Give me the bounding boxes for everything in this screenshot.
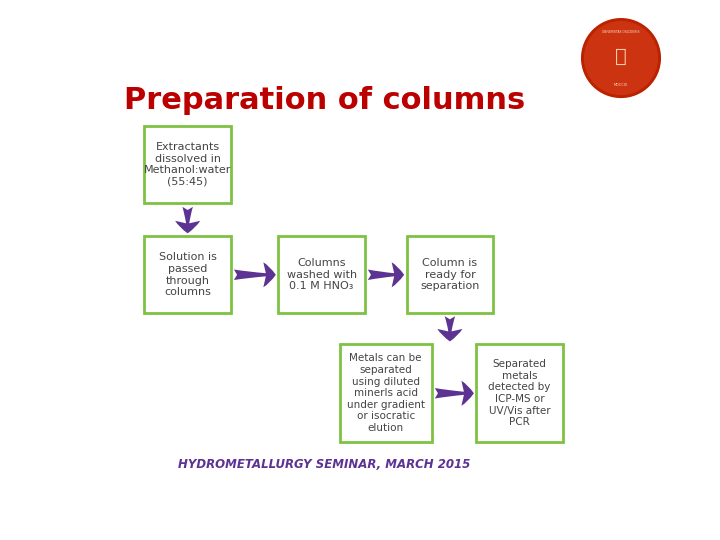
Text: UNIVERSITAS OSLOENSIS: UNIVERSITAS OSLOENSIS <box>602 30 640 35</box>
Text: Column is
ready for
separation: Column is ready for separation <box>420 258 480 292</box>
FancyBboxPatch shape <box>279 237 365 313</box>
Circle shape <box>585 22 657 94</box>
FancyBboxPatch shape <box>145 126 231 203</box>
Text: Solution is
passed
through
columns: Solution is passed through columns <box>158 252 217 297</box>
FancyBboxPatch shape <box>477 345 563 442</box>
Text: Columns
washed with
0.1 M HNO₃: Columns washed with 0.1 M HNO₃ <box>287 258 356 292</box>
Text: Preparation of columns: Preparation of columns <box>124 86 525 114</box>
FancyBboxPatch shape <box>407 237 493 313</box>
Text: Metals can be
separated
using diluted
minerls acid
under gradient
or isocratic
e: Metals can be separated using diluted mi… <box>347 354 425 433</box>
Text: Extractants
dissolved in
Methanol:water
(55:45): Extractants dissolved in Methanol:water … <box>144 142 231 187</box>
Text: Separated
metals
detected by
ICP-MS or
UV/Vis after
PCR: Separated metals detected by ICP-MS or U… <box>488 359 551 427</box>
Text: HYDROMETALLURGY SEMINAR, MARCH 2015: HYDROMETALLURGY SEMINAR, MARCH 2015 <box>179 458 470 471</box>
Text: MDCCXI: MDCCXI <box>614 83 628 87</box>
Circle shape <box>582 19 660 97</box>
Text: ⛨: ⛨ <box>615 46 627 65</box>
FancyBboxPatch shape <box>145 237 231 313</box>
FancyBboxPatch shape <box>340 345 432 442</box>
